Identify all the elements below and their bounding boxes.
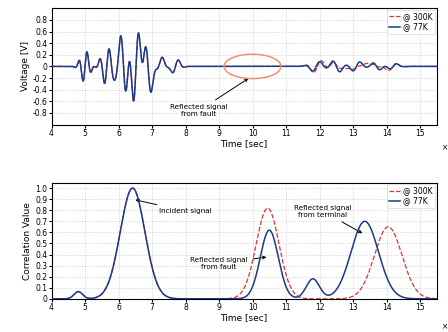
X-axis label: Time [sec]: Time [sec] [220,313,268,322]
Text: Reflected signal
from terminal: Reflected signal from terminal [294,205,362,233]
Text: Reflected signal
from fault: Reflected signal from fault [190,256,266,270]
Legend: @ 300K, @ 77K: @ 300K, @ 77K [387,184,435,208]
Text: $\times 10^{-8}$: $\times 10^{-8}$ [441,320,448,332]
Y-axis label: Voltage [V]: Voltage [V] [21,42,30,91]
Text: Incident signal: Incident signal [136,199,211,214]
Text: $\times 10^{-8}$: $\times 10^{-8}$ [441,141,448,153]
Y-axis label: Correlation Value: Correlation Value [23,202,32,280]
X-axis label: Time [sec]: Time [sec] [220,139,268,148]
Text: Reflected signal
from fault: Reflected signal from fault [170,79,248,117]
Legend: @ 300K, @ 77K: @ 300K, @ 77K [387,10,435,34]
